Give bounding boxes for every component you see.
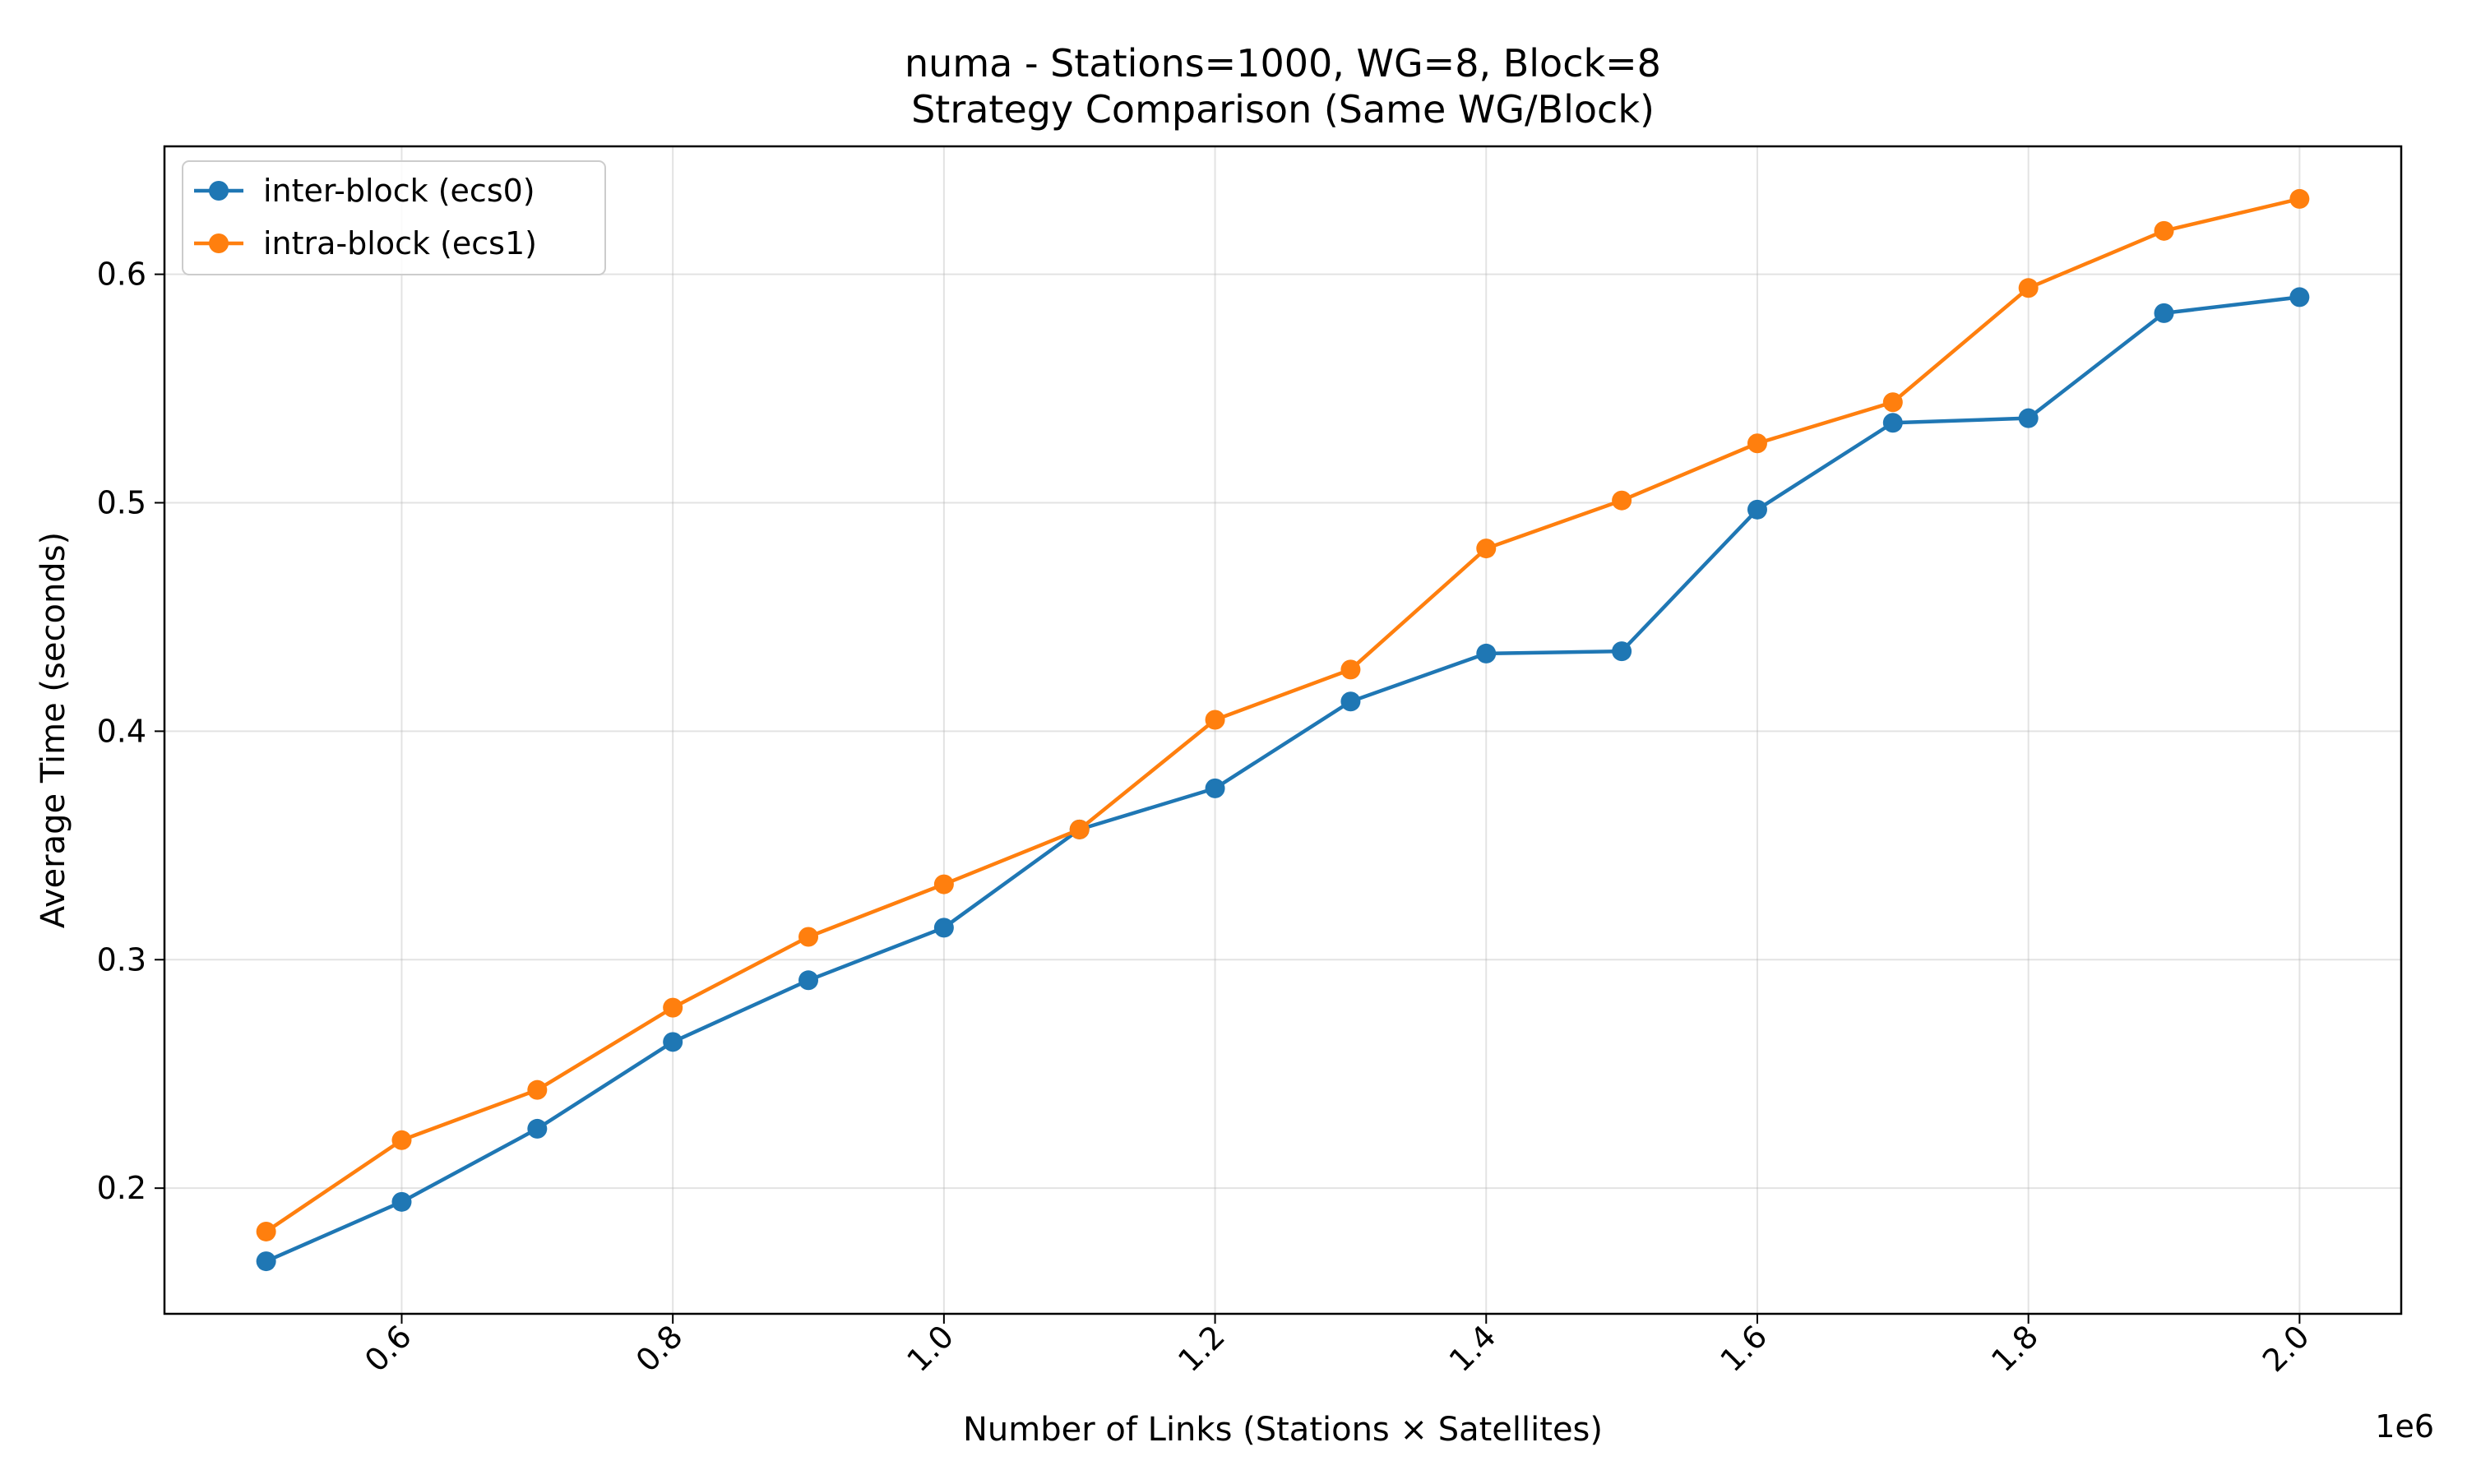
x-tick-label: 1.4	[1442, 1318, 1503, 1379]
legend: inter-block (ecs0) intra-block (ecs1)	[182, 160, 606, 275]
legend-label: intra-block (ecs1)	[263, 225, 537, 261]
data-point	[256, 1221, 276, 1241]
data-point	[527, 1079, 548, 1100]
data-point	[933, 918, 954, 938]
data-point	[2154, 220, 2174, 241]
data-point	[1205, 778, 1225, 798]
data-point	[663, 997, 683, 1018]
legend-swatch-marker	[209, 181, 229, 201]
y-tick-label: 0.2	[97, 1170, 146, 1206]
data-point	[1205, 710, 1225, 730]
data-point	[2018, 278, 2039, 298]
x-axis-label: Number of Links (Stations × Satellites)	[963, 1411, 1603, 1449]
data-point	[2289, 287, 2310, 307]
series-0	[256, 287, 2310, 1272]
data-point	[391, 1191, 412, 1212]
y-tick-label: 0.4	[97, 713, 146, 749]
legend-label: inter-block (ecs0)	[263, 173, 535, 209]
legend-swatch-marker	[209, 233, 229, 253]
data-point	[1882, 392, 1903, 413]
grid	[164, 146, 2401, 1314]
data-point	[391, 1130, 412, 1150]
data-point	[2018, 408, 2039, 428]
series-line	[265, 196, 2300, 1233]
data-point	[663, 1032, 683, 1052]
data-point	[1612, 641, 1632, 662]
x-tick-label: 0.6	[358, 1318, 419, 1379]
x-tick-label: 0.8	[629, 1318, 690, 1379]
series-1	[256, 188, 2310, 1241]
data-point	[256, 1251, 276, 1272]
data-point	[798, 970, 819, 991]
plot-frame	[163, 145, 2403, 1315]
data-point	[1340, 659, 1361, 680]
data-point	[527, 1118, 548, 1139]
data-point	[1882, 413, 1903, 433]
data-point	[1612, 490, 1632, 511]
chart-title: numa - Stations=1000, WG=8, Block=8	[905, 41, 1661, 86]
data-point	[2289, 188, 2310, 209]
chart-subtitle: Strategy Comparison (Same WG/Block)	[911, 87, 1655, 132]
axis-ticks: 0.6 0.8 1.0 1.2 1.4 1.6 1.8 2.0 0.2 0.3 0.4 0.5 0.6	[97, 257, 2317, 1379]
data-point	[2154, 303, 2174, 323]
x-tick-label: 2.0	[2256, 1318, 2317, 1379]
data-point	[1747, 433, 1767, 454]
series-group	[256, 188, 2310, 1272]
legend-box	[182, 160, 606, 275]
series-line	[265, 295, 2300, 1264]
data-point	[1340, 691, 1361, 712]
data-point	[1476, 643, 1497, 663]
x-tick-label: 1.8	[1984, 1318, 2045, 1379]
data-point	[933, 874, 954, 895]
x-offset-text: 1e6	[2375, 1408, 2434, 1445]
y-tick-label: 0.3	[97, 941, 146, 978]
data-point	[1069, 819, 1090, 839]
x-tick-label: 1.6	[1713, 1318, 1774, 1379]
x-tick-label: 1.0	[900, 1318, 960, 1379]
data-point	[798, 927, 819, 947]
x-tick-label: 1.2	[1171, 1318, 1232, 1379]
data-point	[1747, 499, 1767, 520]
data-point	[1476, 539, 1497, 559]
y-tick-label: 0.6	[97, 257, 146, 293]
y-axis-label: Average Time (seconds)	[35, 532, 72, 928]
y-tick-label: 0.5	[97, 485, 146, 521]
